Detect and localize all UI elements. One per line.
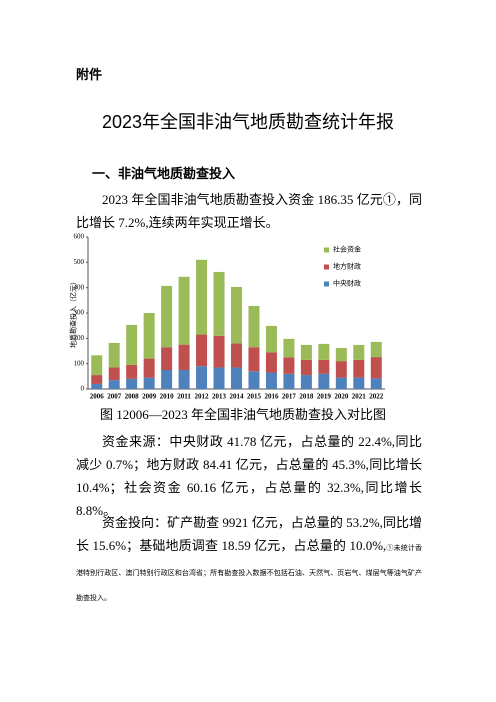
paragraph: 资金投向：矿产勘查 9921 亿元，占总量的 53.2%,同比增长 15.6%；… [76,511,422,609]
y-tick-label: 100 [74,359,85,367]
bar-segment [300,375,312,389]
legend-label: 中央财政 [333,279,361,288]
legend-label: 社会资金 [333,245,361,254]
paragraph: 资金来源：中央财政 41.78 亿元，占总量的 22.4%,同比减少 0.7%；… [76,434,422,518]
bar-segment [370,341,382,358]
footnote: ①未统计香港特别行政区、澳门特别行政区和台湾省；所有勘查投入数据不包括石油、天然… [76,544,422,602]
bar-segment [196,366,208,389]
x-tick-label: 2019 [317,393,332,401]
x-tick-label: 2011 [177,393,191,401]
y-tick-label: 600 [74,233,85,241]
bar-segment [300,359,312,376]
y-tick-label: 400 [74,283,85,291]
bar-segment [178,276,190,345]
x-tick-label: 2010 [160,393,175,401]
bar-segment [283,373,295,389]
section-heading: 一、非油气地质勘查投入 [92,166,236,181]
bar-segment [178,344,190,370]
bar-segment [143,377,155,389]
bar-segment [335,347,347,362]
bar-segment [143,358,155,378]
bar-segment [370,378,382,389]
bar-segment [283,338,295,358]
bar-segment [91,383,103,389]
paragraph-text: 资金投向：矿产勘查 9921 亿元，占总量的 53.2%,同比增长 15.6%；… [76,515,422,553]
x-tick-label: 2015 [247,393,262,401]
x-tick-label: 2016 [264,393,279,401]
bar-segment [196,259,208,335]
paragraph: 2023 年全国非油气地质勘查投入资金 186.35 亿元①，同比增长 7.2%… [76,192,422,230]
bar-segment [335,377,347,389]
x-tick-label: 2009 [142,393,157,401]
bar-segment [126,324,138,365]
bar-segment [213,367,225,389]
bar-segment [91,355,103,376]
bar-segment [231,367,242,389]
bar-segment [335,361,347,378]
bar-segment [108,367,120,381]
bar-segment [213,271,225,336]
bar-segment [318,343,330,360]
x-tick-label: 2014 [230,393,245,401]
bar-segment [318,373,330,389]
bar-segment [178,370,190,389]
y-tick-label: 0 [81,385,85,393]
x-tick-label: 2022 [369,393,384,401]
bar-segment [126,364,138,379]
bar-segment [108,380,120,389]
legend-swatch [324,247,329,253]
y-axis-label: 地质勘查投入（亿元） [69,278,78,348]
x-tick-label: 2013 [212,393,227,401]
x-tick-label: 2006 [90,393,105,401]
bar-segment [300,344,312,360]
bar-segment [91,375,103,384]
bar-segment [231,286,242,344]
bar-segment [353,344,365,360]
bar-segment [283,357,295,374]
x-tick-label: 2017 [282,393,297,401]
bar-segment [248,371,260,389]
bar-segment [161,285,173,348]
bar-segment [353,377,365,389]
bar-segment [248,347,260,372]
bar-segment [370,357,382,379]
label: 附件 [76,67,103,82]
bar-segment [161,370,173,389]
bar-segment [196,334,208,367]
x-tick-label: 2020 [334,393,349,401]
title: 2023年全国非油气地质勘查统计年报 [101,112,395,132]
bar-segment [248,305,260,348]
bar-segment [265,352,277,373]
bar-segment [108,342,120,368]
bar-segment [265,372,277,389]
figure-caption: 图 12006—2023 年全国非油气地质勘查投入对比图 [100,407,387,422]
bar-segment [126,378,138,389]
x-tick-label: 2007 [107,393,122,401]
y-tick-label: 200 [74,334,85,342]
bar-segment [213,335,225,368]
legend-swatch [324,264,329,270]
bar-segment [231,343,242,368]
y-tick-label: 300 [74,309,85,317]
bar-segment [318,359,330,374]
x-tick-label: 2008 [125,393,140,401]
x-tick-label: 2021 [352,393,367,401]
bar-segment [161,347,173,370]
legend-swatch [324,281,329,287]
legend-label: 地方财政 [333,262,361,271]
x-tick-label: 2018 [299,393,314,401]
bar-segment [353,359,365,378]
bar-segment [265,325,277,353]
bar-segment [143,313,155,359]
y-tick-label: 500 [74,258,85,266]
x-tick-label: 2012 [195,393,210,401]
